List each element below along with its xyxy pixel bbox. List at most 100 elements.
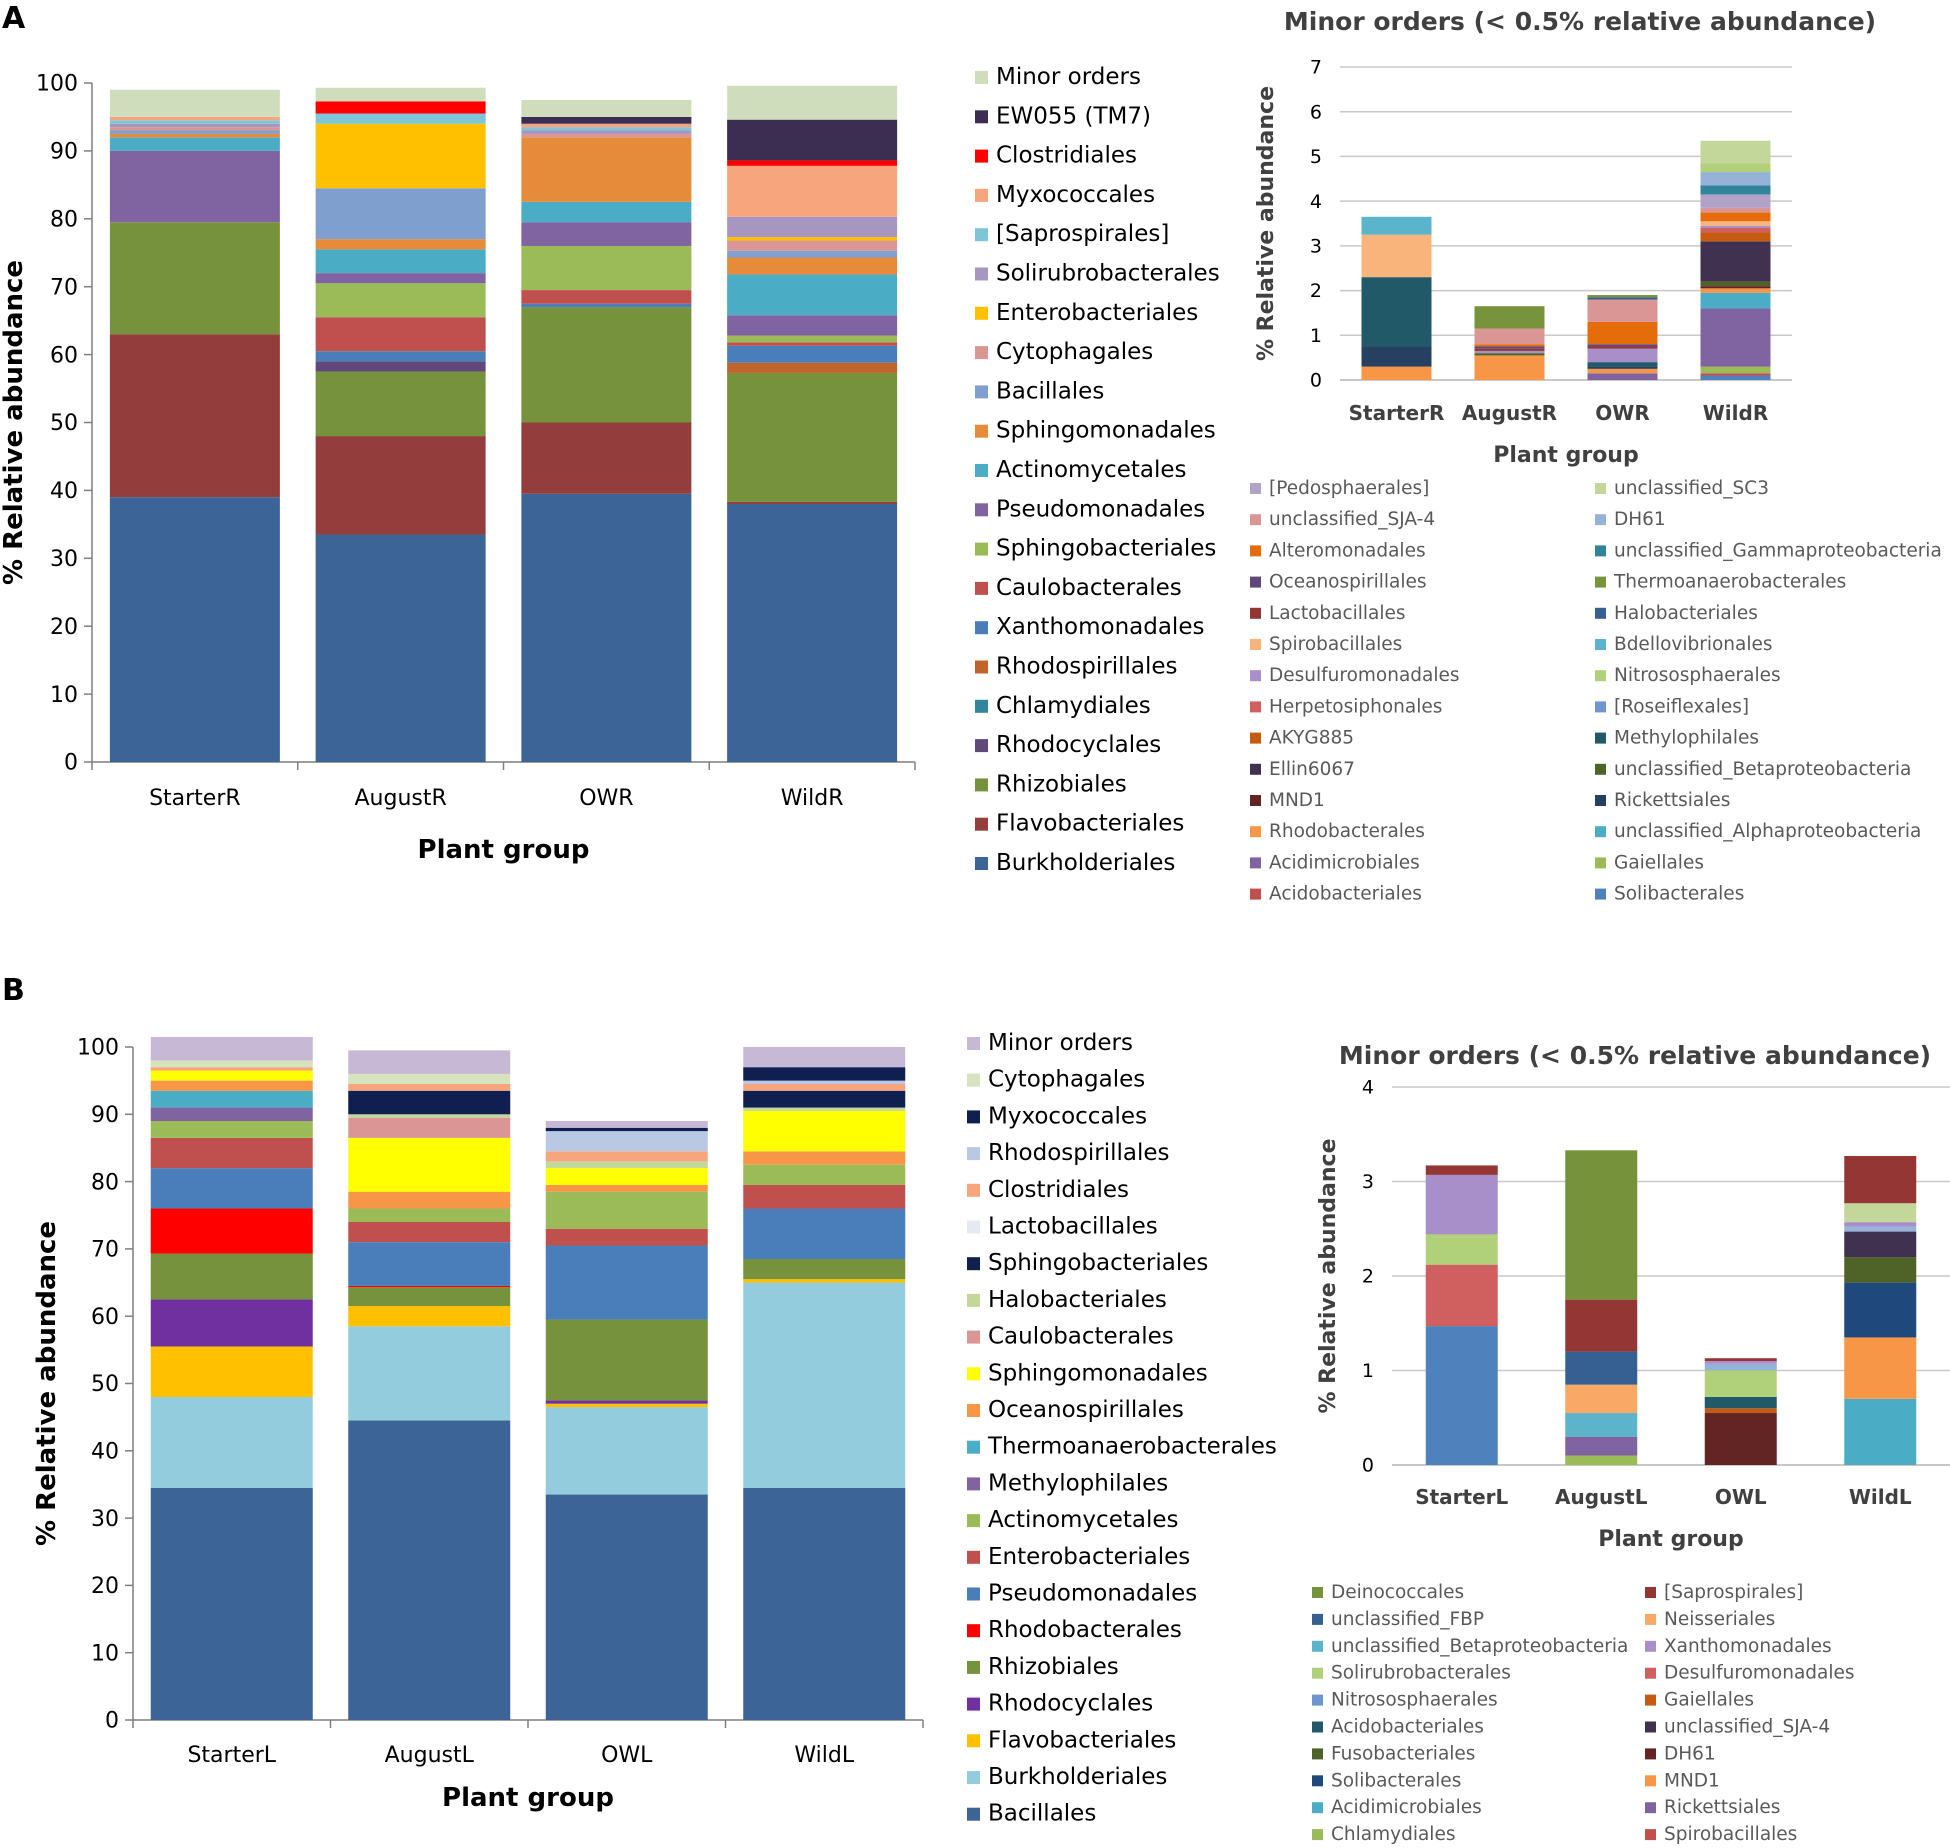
legend-swatch [1645, 1694, 1656, 1706]
bar-segment [1700, 163, 1771, 173]
y-tick-label: 0 [64, 751, 78, 776]
y-tick-label: 2 [1362, 1266, 1374, 1288]
x-axis-label: Plant group [418, 835, 590, 865]
bar-segment [1361, 234, 1432, 278]
legend-swatch [1595, 795, 1606, 806]
y-axis-label: % Relative abundance [1254, 86, 1279, 361]
bar-segment [1704, 1363, 1777, 1371]
bar-segment [1587, 368, 1658, 374]
legend-swatch [1312, 1721, 1323, 1733]
y-tick-label: 10 [50, 683, 78, 708]
bar-segment [521, 307, 692, 423]
legend-swatch [967, 1183, 980, 1197]
bar-segment [727, 119, 898, 161]
legend-swatch [1312, 1775, 1323, 1787]
chart-A-minor: 0 1 2 3 4 5 6 7 StarterR AugustR OWR WildR Plant gro… [1254, 7, 1876, 468]
legend-swatch [975, 267, 988, 281]
bar-segment [1474, 355, 1545, 380]
legend-swatch [1250, 545, 1261, 557]
legend-label: Solibacterales [1331, 1770, 1461, 1791]
bar-segment [109, 120, 280, 124]
bar-segment [727, 342, 898, 346]
legend-swatch [967, 1734, 980, 1748]
bar-segment [150, 1137, 313, 1169]
bar-segment [348, 1114, 511, 1118]
legend-swatch [967, 1220, 980, 1234]
bar-segment [743, 1151, 906, 1165]
legend-label: Halobacteriales [988, 1287, 1167, 1313]
legend-swatch [1250, 576, 1261, 588]
bar-segment [743, 1184, 906, 1209]
bar-segment [1704, 1370, 1777, 1397]
legend-label: Ellin6067 [1269, 759, 1355, 780]
bar-segment [1474, 350, 1545, 354]
y-tick-label: 3 [1362, 1171, 1374, 1193]
bar-segment [1587, 348, 1658, 363]
legend-label: Bdellovibrionales [1614, 634, 1773, 655]
legend-swatch [967, 1037, 980, 1050]
legend-label: Acidobacteriales [1269, 884, 1422, 905]
legend-label: Halobacteriales [1614, 603, 1758, 624]
legend-swatch [975, 464, 988, 477]
legend-label: Rhodocyclales [988, 1691, 1153, 1717]
legend-label: Burkholderiales [988, 1764, 1167, 1790]
legend-B_main: Minor orders Cytophagales Myxococcales Rhod… [967, 1030, 1277, 1827]
y-tick-label: 80 [50, 208, 78, 233]
legend-swatch [1645, 1829, 1656, 1841]
bar-segment [1700, 308, 1771, 367]
legend-label: unclassified_Gammaproteobacteria [1614, 540, 1942, 561]
bar-segment [150, 1060, 313, 1068]
bar-segment [743, 1258, 906, 1280]
bar-segment [150, 1299, 313, 1347]
bar-segment [1587, 297, 1658, 300]
bar-segment [545, 1127, 708, 1132]
legend-label: Pseudomonadales [988, 1581, 1197, 1607]
y-tick-label: 50 [91, 1372, 119, 1397]
legend-label: Desulfuromonadales [1664, 1663, 1855, 1684]
bar-segment [1700, 366, 1771, 374]
bar-segment [1565, 1150, 1638, 1300]
legend-swatch [967, 1110, 980, 1124]
y-tick-label: 40 [91, 1440, 119, 1465]
legend-swatch [1312, 1613, 1323, 1625]
legend-label: Rhodocyclales [996, 732, 1161, 758]
bar-segment [315, 123, 486, 189]
y-tick-label: 0 [105, 1709, 119, 1734]
legend-A_minor_right: unclassified_SC3 DH61 unclassified_Gammapr… [1595, 478, 1942, 905]
bar-segment [1700, 221, 1771, 226]
legend-swatch [975, 857, 988, 870]
y-axis-label: % Relative abundance [0, 260, 29, 585]
legend-swatch [1250, 514, 1261, 526]
bar-segment [545, 1228, 708, 1246]
bar-segment [348, 1208, 511, 1222]
legend-swatch [1595, 545, 1606, 557]
legend-swatch [967, 1550, 980, 1564]
bar-segment [109, 123, 280, 128]
y-tick-label: 10 [91, 1641, 119, 1666]
legend-label: unclassified_SJA-4 [1664, 1717, 1830, 1738]
chart-B-main: 0 10 20 30 40 50 60 70 80 90 100 StarterL AugustL OWL… [32, 1036, 924, 1813]
bar-segment [743, 1067, 906, 1081]
bar-segment [1844, 1226, 1917, 1232]
legend-swatch [975, 110, 988, 124]
legend-A_main: Minor orders EW055 (TM7) Clostridiales Myxo… [975, 64, 1220, 876]
bar-segment [150, 1208, 313, 1254]
legend-swatch [1312, 1694, 1323, 1706]
bar-segment [1565, 1351, 1638, 1385]
y-tick-label: 20 [91, 1574, 119, 1599]
bar-segment [727, 257, 898, 275]
bar-segment [521, 493, 692, 762]
legend-label: [Saprospirales] [996, 221, 1169, 247]
bar-segment [1700, 212, 1771, 222]
legend-label: Minor orders [996, 64, 1141, 90]
bar-segment [727, 503, 898, 762]
y-tick-label: 3 [1310, 236, 1322, 258]
legend-swatch [1250, 607, 1261, 619]
legend-label: Acidimicrobiales [1269, 852, 1420, 873]
bar-segment [348, 1191, 511, 1209]
legend-B_minor_right: [Saprospirales] Neisseriales Xanthomonadal… [1645, 1582, 1855, 1845]
bar-segment [348, 1420, 511, 1720]
x-tick-label: StarterL [1415, 1485, 1508, 1509]
